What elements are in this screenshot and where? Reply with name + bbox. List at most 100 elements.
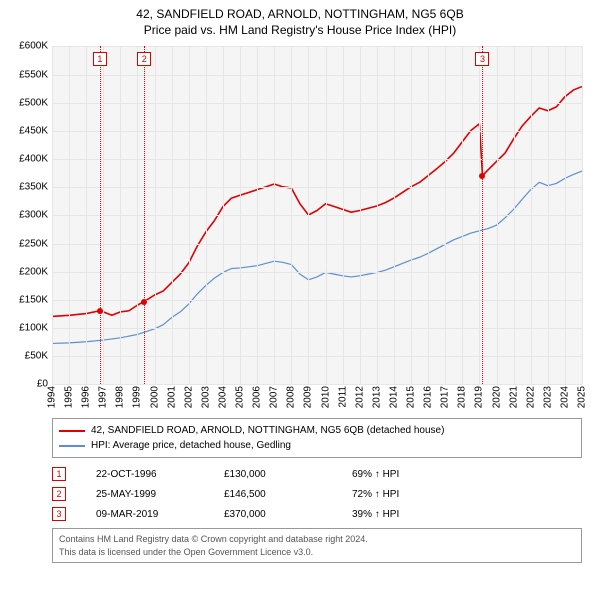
- y-gridline: [52, 328, 582, 329]
- y-gridline: [52, 300, 582, 301]
- x-gridline: [326, 46, 327, 384]
- x-gridline: [445, 46, 446, 384]
- sale-date: 09-MAR-2019: [96, 509, 206, 520]
- footnote-line-1: Contains HM Land Registry data © Crown c…: [59, 533, 575, 545]
- x-gridline: [206, 46, 207, 384]
- legend: 42, SANDFIELD ROAD, ARNOLD, NOTTINGHAM, …: [52, 418, 582, 458]
- x-tick-label: 2019: [474, 386, 485, 408]
- marker-line: [100, 46, 101, 384]
- title-line-1: 42, SANDFIELD ROAD, ARNOLD, NOTTINGHAM, …: [8, 6, 592, 22]
- x-tick-label: 2013: [371, 386, 382, 408]
- sale-price: £146,500: [224, 489, 334, 500]
- y-tick-label: £400K: [19, 154, 48, 165]
- x-tick-label: 2009: [303, 386, 314, 408]
- x-gridline: [172, 46, 173, 384]
- x-gridline: [343, 46, 344, 384]
- sales-table: 122-OCT-1996£130,00069% ↑ HPI225-MAY-199…: [52, 464, 582, 524]
- x-gridline: [189, 46, 190, 384]
- sale-date: 22-OCT-1996: [96, 469, 206, 480]
- x-gridline: [462, 46, 463, 384]
- footnote: Contains HM Land Registry data © Crown c…: [52, 528, 582, 562]
- x-tick-label: 2016: [423, 386, 434, 408]
- x-tick-label: 1994: [47, 386, 58, 408]
- x-tick-label: 2005: [235, 386, 246, 408]
- marker-line: [144, 46, 145, 384]
- sale-marker-box: 2: [52, 487, 66, 501]
- y-gridline: [52, 356, 582, 357]
- x-gridline: [411, 46, 412, 384]
- x-gridline: [240, 46, 241, 384]
- chart-area: £0£50K£100K£150K£200K£250K£300K£350K£400…: [8, 42, 592, 412]
- x-tick-label: 1997: [98, 386, 109, 408]
- x-tick-label: 2006: [252, 386, 263, 408]
- x-tick-label: 2001: [166, 386, 177, 408]
- x-tick-label: 2018: [457, 386, 468, 408]
- x-tick-label: 2020: [491, 386, 502, 408]
- x-tick-label: 1995: [64, 386, 75, 408]
- y-tick-label: £550K: [19, 69, 48, 80]
- x-gridline: [103, 46, 104, 384]
- x-gridline: [223, 46, 224, 384]
- x-gridline: [274, 46, 275, 384]
- marker-box: 3: [475, 52, 489, 66]
- legend-row: HPI: Average price, detached house, Gedl…: [59, 438, 575, 453]
- marker-dot: [141, 299, 147, 305]
- y-tick-label: £100K: [19, 323, 48, 334]
- x-tick-label: 2017: [440, 386, 451, 408]
- sale-row: 225-MAY-1999£146,50072% ↑ HPI: [52, 484, 582, 504]
- x-tick-label: 2023: [542, 386, 553, 408]
- sale-price: £130,000: [224, 469, 334, 480]
- y-gridline: [52, 244, 582, 245]
- y-tick-label: £450K: [19, 125, 48, 136]
- x-tick-label: 2025: [577, 386, 588, 408]
- x-gridline: [360, 46, 361, 384]
- sale-row: 122-OCT-1996£130,00069% ↑ HPI: [52, 464, 582, 484]
- x-gridline: [308, 46, 309, 384]
- y-tick-label: £250K: [19, 238, 48, 249]
- x-gridline: [394, 46, 395, 384]
- marker-box: 2: [137, 52, 151, 66]
- y-tick-label: £500K: [19, 97, 48, 108]
- x-tick-label: 1998: [115, 386, 126, 408]
- x-gridline: [582, 46, 583, 384]
- x-tick-label: 2011: [337, 386, 348, 408]
- title-line-2: Price paid vs. HM Land Registry's House …: [8, 22, 592, 38]
- x-gridline: [377, 46, 378, 384]
- y-gridline: [52, 103, 582, 104]
- x-tick-label: 2004: [217, 386, 228, 408]
- x-gridline: [257, 46, 258, 384]
- x-gridline: [291, 46, 292, 384]
- y-gridline: [52, 272, 582, 273]
- legend-row: 42, SANDFIELD ROAD, ARNOLD, NOTTINGHAM, …: [59, 423, 575, 438]
- legend-label: 42, SANDFIELD ROAD, ARNOLD, NOTTINGHAM, …: [91, 423, 444, 438]
- x-tick-label: 2002: [183, 386, 194, 408]
- x-tick-label: 2007: [269, 386, 280, 408]
- x-gridline: [548, 46, 549, 384]
- legend-swatch: [59, 445, 85, 447]
- y-tick-label: £200K: [19, 266, 48, 277]
- legend-label: HPI: Average price, detached house, Gedl…: [91, 438, 291, 453]
- sale-price: £370,000: [224, 509, 334, 520]
- y-gridline: [52, 215, 582, 216]
- x-tick-label: 2021: [508, 386, 519, 408]
- x-tick-label: 2010: [320, 386, 331, 408]
- x-tick-label: 2014: [388, 386, 399, 408]
- y-gridline: [52, 187, 582, 188]
- x-gridline: [514, 46, 515, 384]
- y-gridline: [52, 46, 582, 47]
- y-tick-label: £150K: [19, 294, 48, 305]
- series-line: [52, 87, 582, 317]
- x-tick-label: 2024: [559, 386, 570, 408]
- y-gridline: [52, 159, 582, 160]
- y-tick-label: £50K: [25, 351, 48, 362]
- sale-row: 309-MAR-2019£370,00039% ↑ HPI: [52, 504, 582, 524]
- sale-hpi: 39% ↑ HPI: [352, 509, 462, 520]
- x-tick-label: 2015: [406, 386, 417, 408]
- sale-date: 25-MAY-1999: [96, 489, 206, 500]
- series-line: [52, 171, 582, 343]
- x-gridline: [565, 46, 566, 384]
- sale-marker-box: 1: [52, 467, 66, 481]
- x-gridline: [137, 46, 138, 384]
- x-tick-label: 2022: [525, 386, 536, 408]
- y-gridline: [52, 131, 582, 132]
